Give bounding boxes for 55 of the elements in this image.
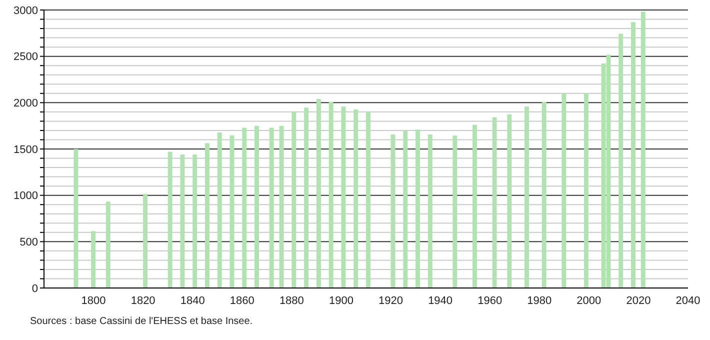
x-tick-label: 1940 bbox=[428, 294, 453, 307]
bar bbox=[452, 136, 458, 288]
source-note: Sources : base Cassini de l'EHESS et base Insee. bbox=[30, 316, 254, 327]
x-tick-label: 2000 bbox=[576, 294, 602, 307]
x-tick-label: 1800 bbox=[81, 294, 106, 307]
bar bbox=[507, 114, 512, 288]
x-tick-label: 1980 bbox=[527, 294, 552, 307]
bar bbox=[168, 152, 172, 288]
bar bbox=[106, 202, 110, 288]
y-tick-label: 1000 bbox=[14, 190, 38, 202]
y-tick-label: 0 bbox=[32, 282, 38, 295]
bar bbox=[492, 117, 497, 288]
x-tick-label: 1860 bbox=[230, 294, 254, 307]
bar bbox=[472, 124, 477, 288]
bar bbox=[304, 108, 309, 288]
bar bbox=[631, 22, 636, 288]
y-tick-label: 2500 bbox=[14, 51, 38, 64]
bar bbox=[428, 134, 432, 288]
x-tick-label: 1840 bbox=[180, 294, 205, 307]
bar bbox=[584, 93, 588, 288]
y-tick-label: 2000 bbox=[14, 98, 38, 110]
bar bbox=[180, 154, 185, 288]
x-tick-label: 2040 bbox=[676, 294, 700, 307]
bar bbox=[416, 130, 420, 288]
x-tick-label: 1960 bbox=[478, 294, 502, 307]
bar bbox=[192, 154, 198, 288]
bar bbox=[341, 106, 346, 288]
x-tick-label: 1820 bbox=[130, 294, 156, 307]
bar bbox=[366, 111, 370, 288]
bar bbox=[640, 12, 646, 288]
bar bbox=[562, 93, 566, 288]
bar bbox=[242, 128, 247, 288]
x-tick-label: 2020 bbox=[626, 294, 651, 307]
bar bbox=[354, 110, 358, 288]
bar bbox=[618, 34, 624, 288]
bar bbox=[143, 194, 148, 288]
bar bbox=[269, 128, 274, 288]
bar bbox=[316, 98, 321, 288]
bar bbox=[328, 102, 334, 288]
bar bbox=[205, 143, 210, 288]
bar bbox=[254, 126, 259, 288]
bar bbox=[217, 132, 222, 288]
bar bbox=[292, 111, 296, 288]
bar bbox=[524, 106, 529, 288]
x-tick-label: 1900 bbox=[328, 294, 354, 307]
x-tick-label: 1880 bbox=[279, 294, 304, 307]
bar bbox=[74, 149, 78, 288]
y-tick-label: 500 bbox=[20, 236, 38, 249]
x-tick-label: 1920 bbox=[378, 294, 404, 307]
bar bbox=[91, 231, 96, 288]
y-tick-label: 1500 bbox=[14, 144, 38, 156]
bar bbox=[542, 102, 546, 288]
bar bbox=[403, 130, 408, 288]
bar bbox=[279, 126, 284, 288]
y-tick-label: 3000 bbox=[14, 4, 38, 17]
